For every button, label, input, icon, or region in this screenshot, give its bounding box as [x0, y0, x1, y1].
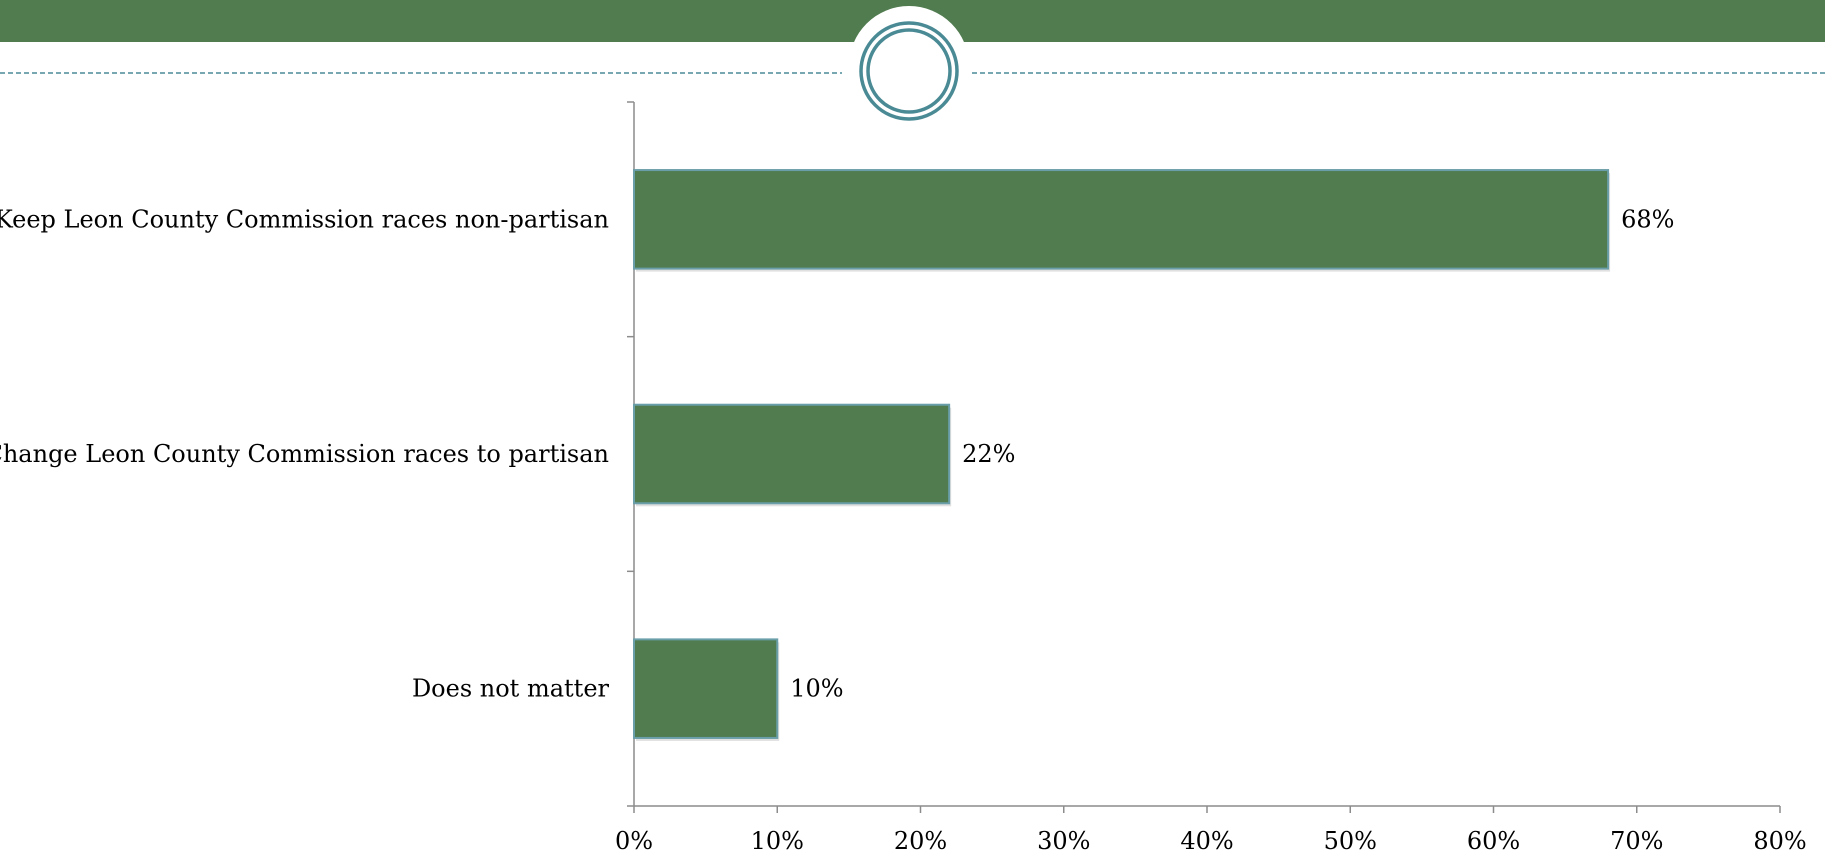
x-tick-label: 70% [1610, 827, 1663, 855]
data-label: 10% [790, 675, 843, 703]
x-tick-label: 80% [1753, 827, 1806, 855]
bar [633, 169, 1610, 270]
x-tick-label: 40% [1180, 827, 1233, 855]
category-label: Keep Leon County Commission races non-pa… [0, 205, 609, 233]
category-label: Does not matter [412, 675, 610, 703]
x-tick-label: 0% [615, 827, 653, 855]
header-ornament-outer-ring [859, 21, 959, 121]
category-label: Change Leon County Commission races to p… [0, 440, 609, 468]
data-label: 22% [962, 440, 1015, 468]
x-tick-label: 50% [1324, 827, 1377, 855]
data-label: 68% [1621, 205, 1674, 233]
header-ornament-inner-ring [866, 28, 952, 114]
x-tick-label: 10% [751, 827, 804, 855]
bar [633, 403, 951, 505]
x-tick-label: 30% [1037, 827, 1090, 855]
bar-chart: 0% 10% 20% 30% 40% 50% 60% 70% 80% Keep Leon Coun… [0, 101, 1807, 855]
x-tick-label: 60% [1467, 827, 1520, 855]
x-tick-label: 20% [894, 827, 947, 855]
bar [633, 638, 779, 739]
